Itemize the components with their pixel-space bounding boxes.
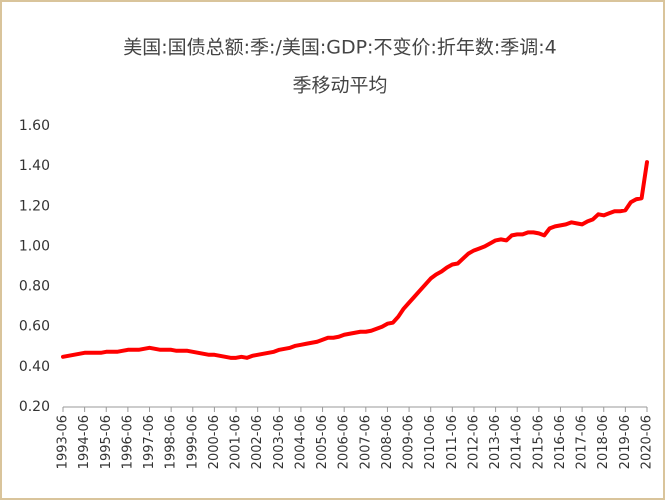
- x-tick-label: 2015-06: [531, 415, 546, 469]
- x-tick-label: 2016-06: [553, 415, 568, 469]
- x-tick-label: 2013-06: [488, 415, 503, 469]
- x-tick-label: 1999-06: [185, 415, 200, 469]
- x-tick-label: 1993-06: [56, 415, 71, 469]
- x-tick-label: 2004-06: [293, 415, 308, 469]
- y-tick-label: 0.40: [19, 359, 50, 375]
- y-tick-label: 1.40: [19, 158, 50, 174]
- x-tick-label: 2007-06: [358, 415, 373, 469]
- x-tick-label: 2005-06: [315, 415, 330, 469]
- y-tick-label: 0.60: [19, 319, 50, 335]
- x-tick-label: 2018-06: [596, 415, 611, 469]
- x-tick-label: 1995-06: [99, 415, 114, 469]
- x-tick-label: 2009-06: [402, 415, 417, 469]
- x-tick-label: 2001-06: [229, 415, 244, 469]
- x-tick-label: 1997-06: [142, 415, 157, 469]
- y-tick-label: 1.20: [19, 198, 50, 214]
- y-tick-label: 0.80: [19, 279, 50, 295]
- x-tick-label: 2012-06: [466, 415, 481, 469]
- y-tick-label: 1.00: [19, 238, 50, 254]
- y-tick-label: 0.20: [19, 399, 50, 415]
- y-tick-label: 1.60: [19, 118, 50, 134]
- chart-title: 美国:国债总额:季:/美国:GDP:不变价:折年数:季调:4: [123, 37, 557, 59]
- x-tick-label: 2020-06: [640, 415, 655, 469]
- x-tick-label: 2014-06: [510, 415, 525, 469]
- x-tick-label: 1996-06: [120, 415, 135, 469]
- x-tick-label: 1998-06: [164, 415, 179, 469]
- x-tick-label: 2006-06: [337, 415, 352, 469]
- x-tick-label: 2010-06: [423, 415, 438, 469]
- x-tick-label: 2017-06: [575, 415, 590, 469]
- x-tick-label: 2019-06: [618, 415, 633, 469]
- x-tick-label: 2000-06: [207, 415, 222, 469]
- x-tick-label: 2011-06: [445, 415, 460, 469]
- line: [61, 160, 649, 360]
- chart-title: 季移动平均: [292, 75, 387, 97]
- x-tick-label: 2002-06: [250, 415, 265, 469]
- x-tick-label: 2003-06: [272, 415, 287, 469]
- x-tick-label: 2008-06: [380, 415, 395, 469]
- x-tick-label: 1994-06: [77, 415, 92, 469]
